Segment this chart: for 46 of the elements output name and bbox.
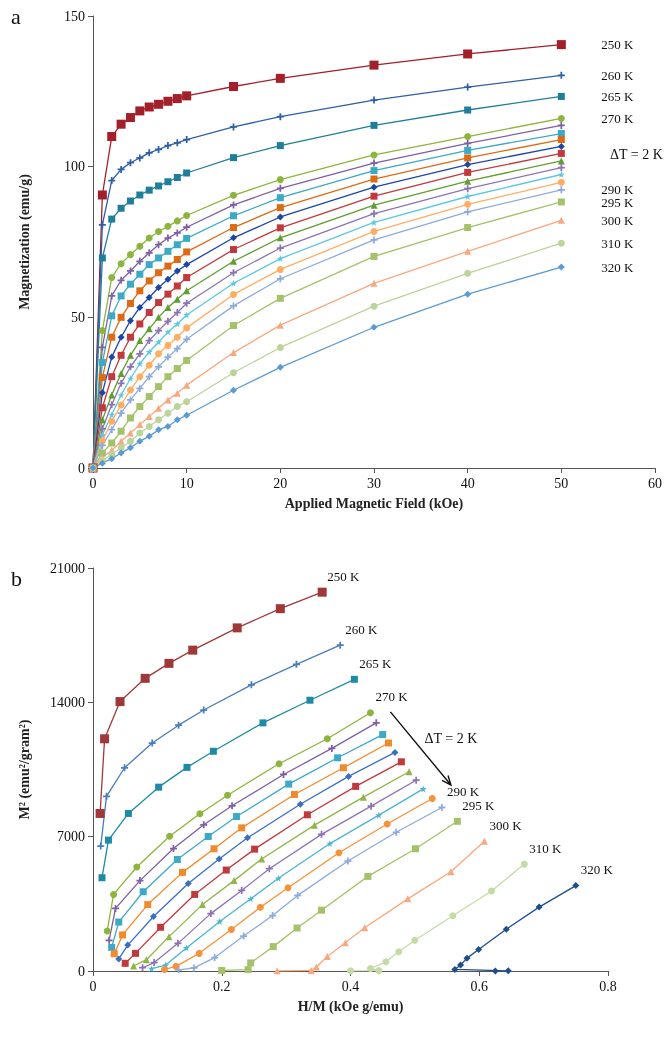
y-tick-label: 150 xyxy=(64,8,85,24)
y-tick-label: 0 xyxy=(78,460,85,476)
y-axis-title: M² (emu²/gram²) xyxy=(16,719,33,820)
chart-title: a xyxy=(11,3,21,29)
x-tick-label: 0 xyxy=(89,475,97,491)
chart-title: b xyxy=(11,565,22,591)
series-label: 270 K xyxy=(375,689,409,705)
x-tick-label: 30 xyxy=(367,475,381,491)
series-label: 265 K xyxy=(359,655,393,671)
x-tick-label: 20 xyxy=(273,475,288,491)
y-tick-label: 100 xyxy=(64,159,85,175)
text: 270 K xyxy=(601,110,635,126)
x-tick-label: 0 xyxy=(89,978,97,994)
x-tick-label: 0.8 xyxy=(599,978,617,994)
series-label: 260 K xyxy=(345,621,378,637)
text: 295 K xyxy=(601,195,635,211)
y-tick-label: 21000 xyxy=(50,560,85,576)
y-tick-label: 50 xyxy=(71,309,85,325)
y-tick-label: 0 xyxy=(78,963,85,979)
x-tick-label: 10 xyxy=(179,475,194,491)
y-tick-label: 7000 xyxy=(57,829,85,845)
text: 265 K xyxy=(601,88,635,104)
text: 290 K xyxy=(601,182,635,198)
text: 310 K xyxy=(601,235,635,251)
series-label: 290 K xyxy=(446,784,480,799)
text: 250 K xyxy=(601,37,635,53)
y-axis-title: Magnetization (emu/g) xyxy=(16,173,33,310)
x-tick-label: 0.4 xyxy=(341,978,360,994)
series-label: 310 K xyxy=(529,840,563,856)
y-tick-label: 14000 xyxy=(50,694,85,710)
series-label: 300 K xyxy=(489,817,523,833)
x-tick-label: 40 xyxy=(460,475,475,491)
annotation: ΔT = 2 K xyxy=(424,731,478,747)
x-axis-title: H/M (kOe g/emu) xyxy=(297,998,404,1015)
x-tick-label: 50 xyxy=(554,475,569,491)
text: 300 K xyxy=(601,212,635,228)
x-tick-label: 0.2 xyxy=(213,978,231,994)
series-label: 295 K xyxy=(462,797,496,813)
annotation: ΔT = 2 K xyxy=(610,147,663,163)
x-tick-label: 60 xyxy=(648,475,662,491)
series-label: 250 K xyxy=(327,568,360,584)
text: 320 K xyxy=(601,259,635,275)
series-label: 320 K xyxy=(580,862,614,878)
x-tick-label: 0.6 xyxy=(470,978,488,994)
x-axis-title: Applied Magnetic Field (kOe) xyxy=(284,495,464,512)
text: 260 K xyxy=(601,67,635,83)
